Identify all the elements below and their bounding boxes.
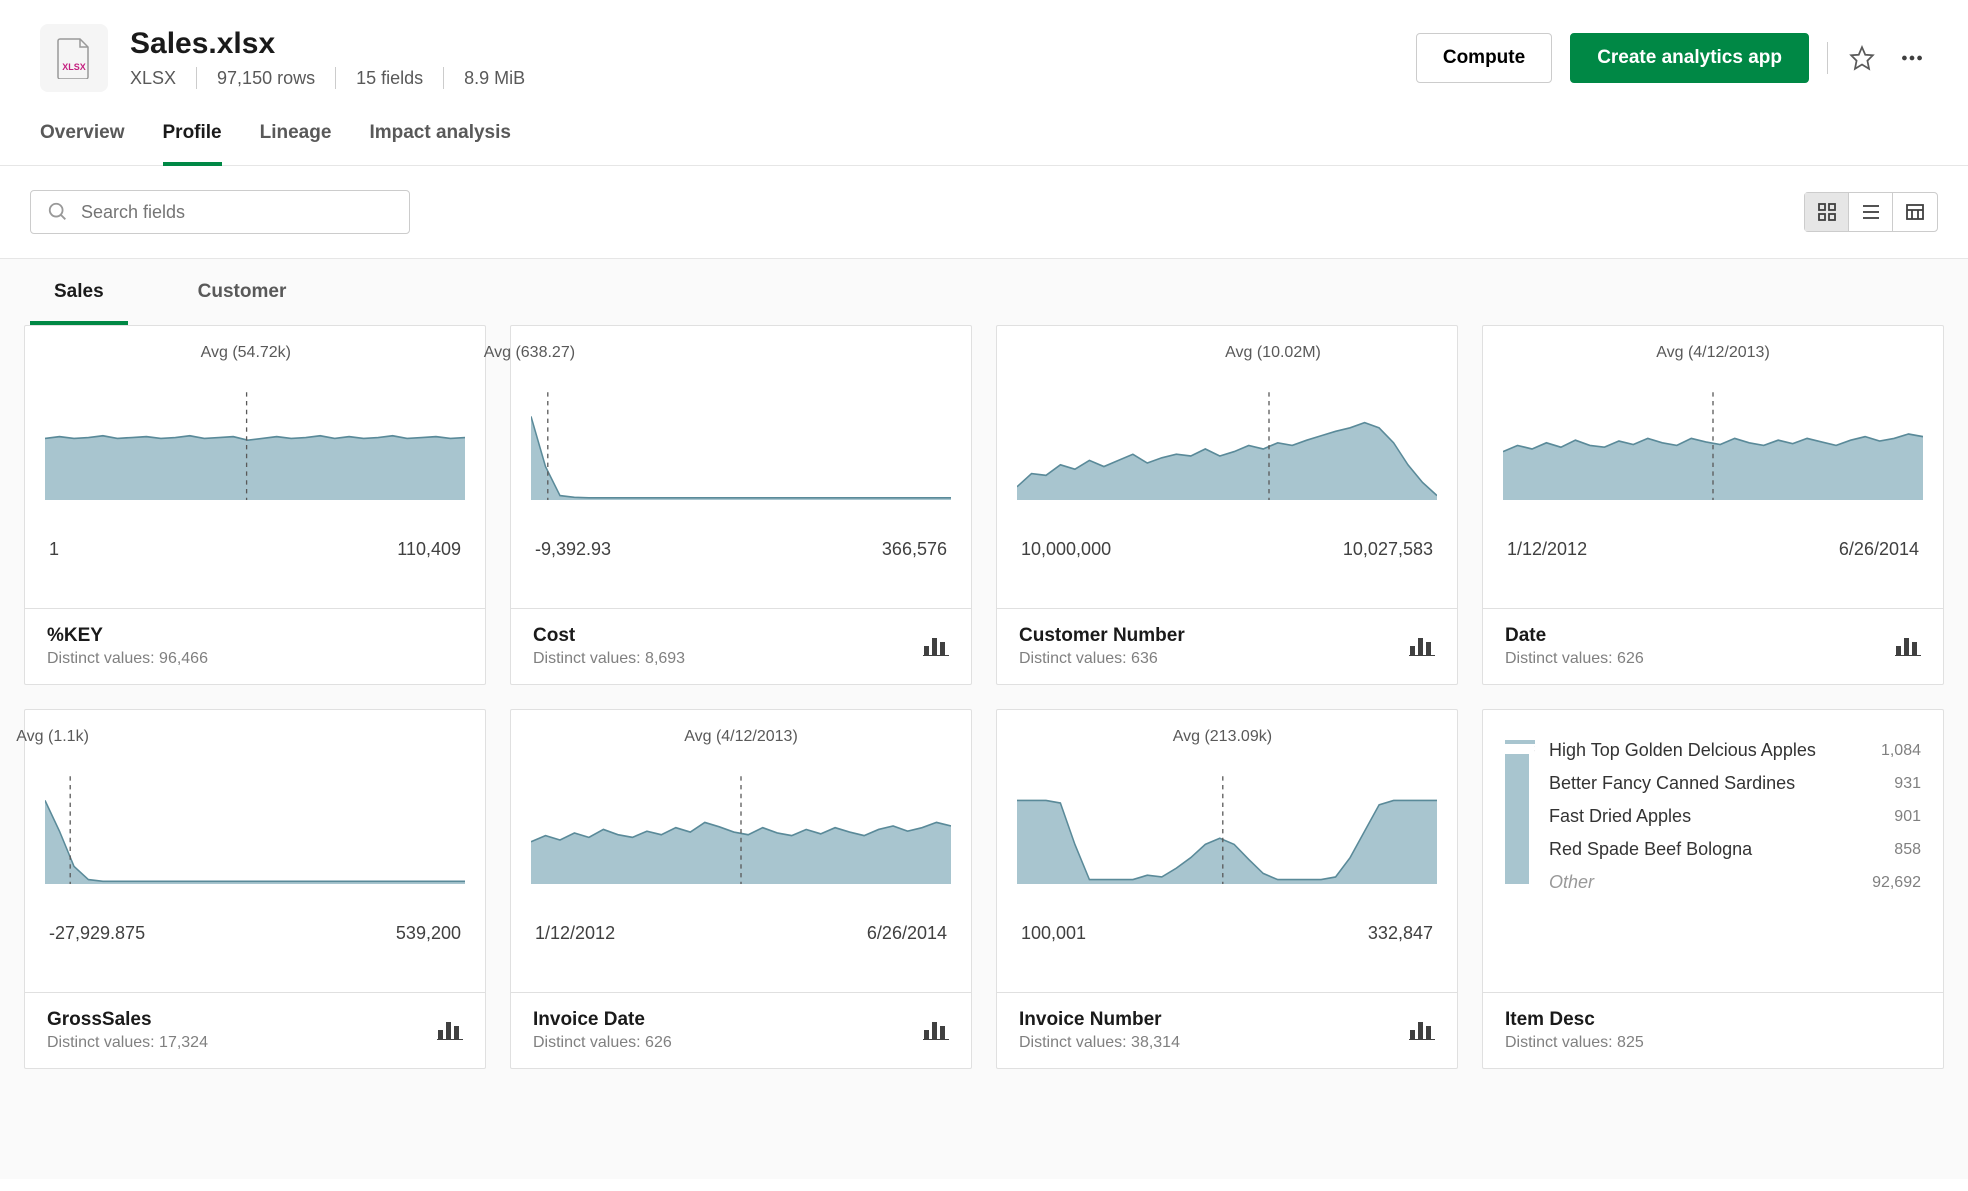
max-label: 110,409 bbox=[397, 539, 461, 560]
distinct-count: Distinct values: 17,324 bbox=[47, 1034, 208, 1052]
distinct-count: Distinct values: 636 bbox=[1019, 650, 1185, 668]
field-name: Cost bbox=[533, 625, 685, 647]
chart-type-icon bbox=[923, 1016, 949, 1045]
chart-type-icon bbox=[437, 1016, 463, 1045]
tab-lineage[interactable]: Lineage bbox=[260, 122, 332, 165]
field-card[interactable]: Avg (4/12/2013) 1/12/2012 6/26/2014 Invo… bbox=[510, 709, 972, 1069]
search-field-wrapper[interactable] bbox=[30, 190, 410, 234]
file-meta: XLSX 97,150 rows 15 fields 8.9 MiB bbox=[130, 67, 1416, 89]
min-label: 1/12/2012 bbox=[535, 923, 615, 944]
avg-label: Avg (638.27) bbox=[484, 344, 575, 362]
chart-type-icon bbox=[1409, 1016, 1435, 1045]
max-label: 332,847 bbox=[1368, 923, 1433, 944]
field-card[interactable]: Avg (1.1k) -27,929.875 539,200 GrossSale… bbox=[24, 709, 486, 1069]
distinct-count: Distinct values: 825 bbox=[1505, 1034, 1644, 1052]
field-name: Customer Number bbox=[1019, 625, 1185, 647]
field-card[interactable]: High Top Golden Delcious Apples 1,084 Be… bbox=[1482, 709, 1944, 1069]
list-item: High Top Golden Delcious Apples 1,084 bbox=[1549, 734, 1921, 767]
freq-bars-icon bbox=[1505, 734, 1535, 884]
avg-label: Avg (4/12/2013) bbox=[684, 728, 798, 746]
list-item: Fast Dried Apples 901 bbox=[1549, 800, 1921, 833]
min-label: 1/12/2012 bbox=[1507, 539, 1587, 560]
sheet-tabs: Sales Customer bbox=[0, 259, 1968, 325]
view-table-icon[interactable] bbox=[1893, 193, 1937, 231]
field-mini-chart: Avg (4/12/2013) 1/12/2012 6/26/2014 bbox=[1483, 326, 1943, 608]
sheet-tab-customer[interactable]: Customer bbox=[174, 281, 311, 325]
distinct-count: Distinct values: 626 bbox=[533, 1034, 672, 1052]
field-name: Invoice Number bbox=[1019, 1009, 1180, 1031]
field-name: %KEY bbox=[47, 625, 208, 647]
view-grid-icon[interactable] bbox=[1805, 193, 1849, 231]
more-menu-icon[interactable] bbox=[1896, 42, 1928, 74]
field-mini-chart: Avg (1.1k) -27,929.875 539,200 bbox=[25, 710, 485, 992]
tab-impact[interactable]: Impact analysis bbox=[369, 122, 511, 165]
avg-label: Avg (1.1k) bbox=[16, 728, 89, 746]
chart-type-icon bbox=[923, 632, 949, 661]
field-name: Date bbox=[1505, 625, 1644, 647]
field-mini-chart: Avg (638.27) -9,392.93 366,576 bbox=[511, 326, 971, 608]
distinct-count: Distinct values: 96,466 bbox=[47, 650, 208, 668]
chart-type-icon bbox=[1409, 632, 1435, 661]
distinct-count: Distinct values: 8,693 bbox=[533, 650, 685, 668]
field-card[interactable]: Avg (638.27) -9,392.93 366,576 Cost Dist… bbox=[510, 325, 972, 685]
list-item: Red Spade Beef Bologna 858 bbox=[1549, 833, 1921, 866]
distinct-count: Distinct values: 38,314 bbox=[1019, 1034, 1180, 1052]
chart-type-icon bbox=[1895, 632, 1921, 661]
compute-button[interactable]: Compute bbox=[1416, 33, 1552, 83]
search-icon bbox=[47, 201, 69, 223]
distinct-count: Distinct values: 626 bbox=[1505, 650, 1644, 668]
min-label: -27,929.875 bbox=[49, 923, 145, 944]
max-label: 366,576 bbox=[882, 539, 947, 560]
field-mini-chart: Avg (54.72k) 1 110,409 bbox=[25, 326, 485, 608]
sheet-tab-sales[interactable]: Sales bbox=[30, 281, 128, 325]
create-analytics-app-button[interactable]: Create analytics app bbox=[1570, 33, 1809, 83]
card-footer: Date Distinct values: 626 bbox=[1483, 608, 1943, 684]
card-footer: Item Desc Distinct values: 825 bbox=[1483, 992, 1943, 1068]
field-mini-chart: Avg (4/12/2013) 1/12/2012 6/26/2014 bbox=[511, 710, 971, 992]
svg-text:XLSX: XLSX bbox=[62, 62, 86, 72]
max-label: 6/26/2014 bbox=[1839, 539, 1919, 560]
card-footer: %KEY Distinct values: 96,466 bbox=[25, 608, 485, 684]
list-item: Other 92,692 bbox=[1549, 866, 1921, 899]
field-card[interactable]: Avg (54.72k) 1 110,409 %KEY Distinct val… bbox=[24, 325, 486, 685]
min-label: 1 bbox=[49, 539, 59, 560]
avg-label: Avg (4/12/2013) bbox=[1656, 344, 1770, 362]
field-card[interactable]: Avg (10.02M) 10,000,000 10,027,583 Custo… bbox=[996, 325, 1458, 685]
view-list-icon[interactable] bbox=[1849, 193, 1893, 231]
min-label: -9,392.93 bbox=[535, 539, 611, 560]
field-top-values: High Top Golden Delcious Apples 1,084 Be… bbox=[1483, 710, 1943, 992]
field-name: GrossSales bbox=[47, 1009, 208, 1031]
file-title: Sales.xlsx bbox=[130, 27, 1416, 61]
main-tabs: Overview Profile Lineage Impact analysis bbox=[0, 92, 1968, 166]
card-footer: Invoice Number Distinct values: 38,314 bbox=[997, 992, 1457, 1068]
favorite-star-icon[interactable] bbox=[1846, 42, 1878, 74]
field-card[interactable]: Avg (213.09k) 100,001 332,847 Invoice Nu… bbox=[996, 709, 1458, 1069]
max-label: 6/26/2014 bbox=[867, 923, 947, 944]
max-label: 10,027,583 bbox=[1343, 539, 1433, 560]
max-label: 539,200 bbox=[396, 923, 461, 944]
tab-overview[interactable]: Overview bbox=[40, 122, 125, 165]
field-name: Item Desc bbox=[1505, 1009, 1644, 1031]
tab-profile[interactable]: Profile bbox=[163, 122, 222, 166]
avg-label: Avg (213.09k) bbox=[1173, 728, 1272, 746]
card-footer: GrossSales Distinct values: 17,324 bbox=[25, 992, 485, 1068]
field-mini-chart: Avg (213.09k) 100,001 332,847 bbox=[997, 710, 1457, 992]
view-mode-toggle bbox=[1804, 192, 1938, 232]
card-footer: Customer Number Distinct values: 636 bbox=[997, 608, 1457, 684]
avg-label: Avg (10.02M) bbox=[1225, 344, 1321, 362]
min-label: 100,001 bbox=[1021, 923, 1086, 944]
min-label: 10,000,000 bbox=[1021, 539, 1111, 560]
list-item: Better Fancy Canned Sardines 931 bbox=[1549, 767, 1921, 800]
avg-label: Avg (54.72k) bbox=[201, 344, 291, 362]
field-mini-chart: Avg (10.02M) 10,000,000 10,027,583 bbox=[997, 326, 1457, 608]
field-name: Invoice Date bbox=[533, 1009, 672, 1031]
card-footer: Cost Distinct values: 8,693 bbox=[511, 608, 971, 684]
card-footer: Invoice Date Distinct values: 626 bbox=[511, 992, 971, 1068]
search-input[interactable] bbox=[81, 202, 393, 223]
file-type-icon: XLSX bbox=[40, 24, 108, 92]
field-card[interactable]: Avg (4/12/2013) 1/12/2012 6/26/2014 Date… bbox=[1482, 325, 1944, 685]
